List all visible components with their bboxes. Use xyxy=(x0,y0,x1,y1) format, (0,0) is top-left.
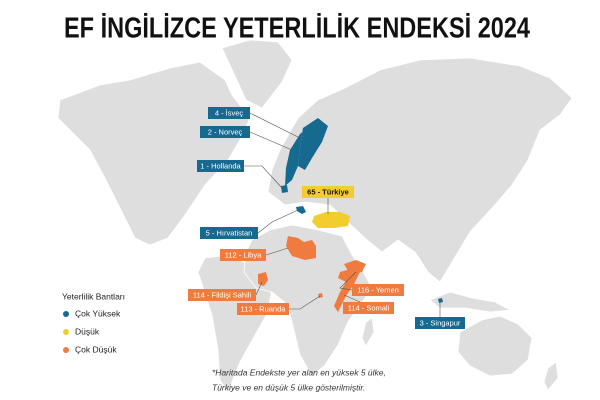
label-box xyxy=(415,317,465,329)
country-label: 1 - Hollanda xyxy=(200,161,241,170)
country-label: 113 - Ruanda xyxy=(241,304,287,313)
madagascar xyxy=(361,317,375,347)
label-box xyxy=(343,302,394,314)
leader-line xyxy=(343,294,361,303)
label-box xyxy=(352,284,404,296)
leader-line xyxy=(257,209,299,234)
legend: Yeterlilik Bantları xyxy=(62,291,125,301)
legend-swatch xyxy=(63,329,69,335)
leader-line xyxy=(289,295,321,310)
leader-line xyxy=(249,131,293,151)
country-label: 114 - Fildişi Sahili xyxy=(193,290,252,299)
africa xyxy=(243,224,373,377)
north-america xyxy=(57,61,251,246)
country-label: 65 - Türkiye xyxy=(307,187,349,196)
country-shape xyxy=(258,272,268,286)
legend-items: Çok Yüksek Düşük Çok Düşük xyxy=(63,308,121,354)
leader-line xyxy=(265,247,289,256)
country-shape xyxy=(298,118,328,170)
label-box xyxy=(302,186,354,198)
footnote-line: Türkiye ve en düşük 5 ülke gösterilmişti… xyxy=(212,382,365,392)
label-box xyxy=(200,126,250,138)
legend-swatch xyxy=(63,347,69,353)
country-shape xyxy=(312,212,350,228)
footnote-line: *Haritada Endekste yer alan en yüksek 5 … xyxy=(212,367,386,377)
legend-label: Düşük xyxy=(75,326,100,336)
country-shape xyxy=(281,185,288,193)
country-labels: 4 - İsveç 2 - Norveç 1 - Hollanda 65 - Türk… xyxy=(188,107,465,329)
label-box xyxy=(220,249,266,261)
new-zealand xyxy=(543,361,559,391)
label-box xyxy=(237,303,289,315)
label-box xyxy=(197,160,244,172)
country-shape xyxy=(296,206,306,214)
country-label: 114 - Somali xyxy=(348,303,390,312)
legend-label: Çok Düşük xyxy=(75,344,117,354)
country-shape xyxy=(438,298,443,303)
label-box xyxy=(200,227,258,239)
country-label: 3 - Singapur xyxy=(420,318,461,327)
country-label: 2 - Norveç xyxy=(208,127,243,136)
title: EF İNGİLİZCE YETERLİLİK ENDEKSİ 2024 xyxy=(64,13,530,45)
country-label: 112 - Libya xyxy=(225,250,262,259)
legend-title: Yeterlilik Bantları xyxy=(62,291,125,301)
australia xyxy=(457,315,533,377)
country-label: 4 - İsveç xyxy=(215,108,244,117)
greenland xyxy=(221,39,293,109)
leader-line xyxy=(339,271,357,291)
highlighted-countries xyxy=(258,118,443,312)
country-shape xyxy=(334,268,360,312)
eurasia xyxy=(267,57,573,283)
leader-line xyxy=(244,165,283,189)
label-box xyxy=(208,107,250,119)
southeast-asia-islands xyxy=(429,291,512,313)
leader-line xyxy=(249,112,301,139)
country-shape xyxy=(285,120,326,186)
country-label: 116 - Yemen xyxy=(357,285,399,294)
legend-swatch xyxy=(63,311,69,317)
leader-line xyxy=(255,281,263,296)
country-label: 5 - Hırvatistan xyxy=(206,228,253,237)
legend-label: Çok Yüksek xyxy=(75,308,121,318)
country-shape xyxy=(286,236,316,260)
label-box xyxy=(188,289,256,301)
